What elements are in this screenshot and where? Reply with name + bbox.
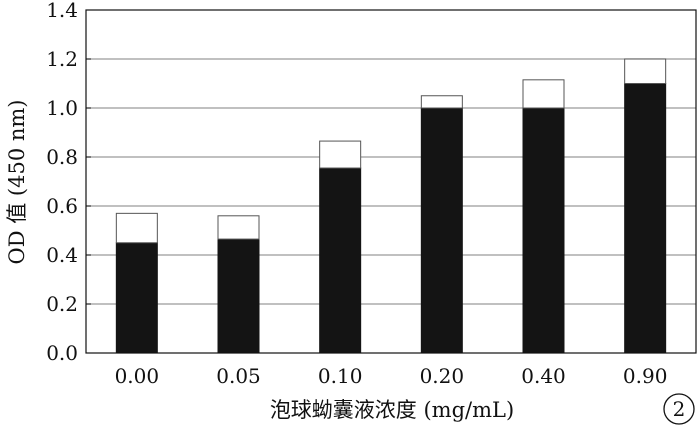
y-tick-label: 0.2: [46, 292, 78, 316]
gridlines: [86, 9, 696, 354]
x-tick-labels: 0.00 0.05 0.10 0.20 0.40 0.90: [115, 364, 668, 388]
x-tick-label: 0.05: [216, 364, 261, 388]
y-tick-label: 1.0: [46, 96, 78, 120]
bar-segment-lower: [217, 238, 260, 354]
y-axis-label: OD 值 (450 nm): [5, 100, 29, 265]
x-tick-label: 0.90: [623, 364, 668, 388]
bars: [115, 58, 667, 354]
y-tick-label: 0.4: [46, 243, 78, 267]
bar-segment-lower: [522, 107, 565, 354]
bar-segment-upper: [319, 140, 362, 169]
x-tick-label: 0.10: [318, 364, 363, 388]
bar-segment-upper: [217, 215, 260, 240]
y-tick-label: 1.2: [46, 47, 78, 71]
bar-segment-lower: [624, 83, 667, 354]
bar-segment-lower: [115, 242, 158, 354]
y-tick-labels: 0.0 0.2 0.4 0.6 0.8 1.0 1.2 1.4: [46, 0, 78, 365]
x-tick-label: 0.40: [521, 364, 566, 388]
bar-segment-upper: [522, 79, 565, 109]
bar-segment-upper: [420, 95, 463, 109]
x-tick-label: 0.20: [420, 364, 465, 388]
x-axis-label: 泡球蚴囊液浓度 (mg/mL): [270, 398, 514, 422]
bar-segment-lower: [319, 167, 362, 354]
y-tick-label: 0.8: [46, 145, 78, 169]
y-tick-label: 0.0: [46, 341, 78, 365]
y-tick-label: 0.6: [46, 194, 78, 218]
panel-label: 2: [673, 397, 686, 421]
y-tick-label: 1.4: [46, 0, 78, 22]
plot-frame: [85, 9, 697, 354]
x-tick-label: 0.00: [115, 364, 160, 388]
bar-segment-upper: [624, 58, 667, 84]
bar-segment-lower: [420, 107, 463, 354]
panel-label-circle: [663, 393, 695, 425]
bar-segment-upper: [115, 212, 158, 244]
